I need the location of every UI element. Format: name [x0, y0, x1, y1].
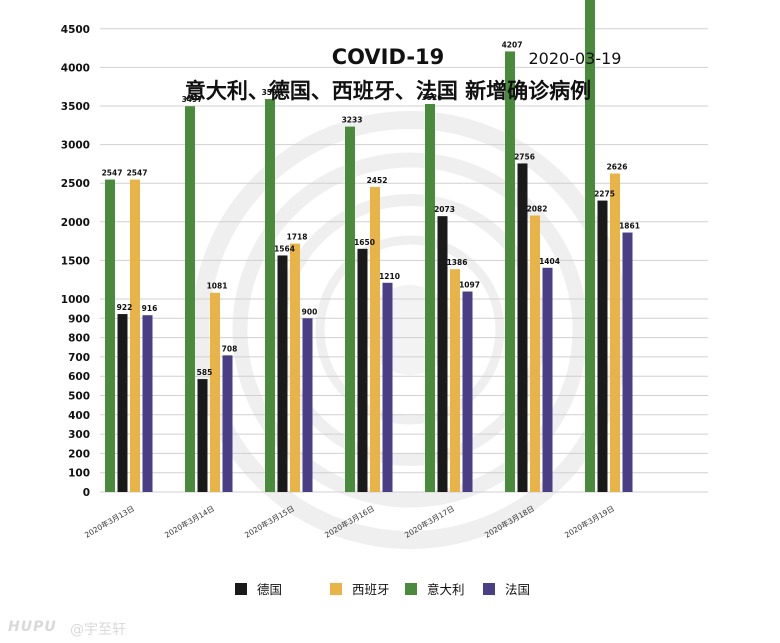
chart-subtitle: 意大利、德国、西班牙、法国 新增确诊病例 [185, 79, 591, 103]
bar-德国-1 [197, 379, 208, 492]
data-label: 1404 [539, 257, 560, 266]
data-label: 3526 [422, 93, 443, 102]
y-tick-label: 1000 [61, 294, 90, 306]
data-label: 916 [142, 304, 158, 313]
data-label: 1861 [619, 222, 640, 231]
x-tick-label: 2020年3月13日 [83, 503, 136, 540]
data-label: 3233 [342, 116, 363, 125]
y-tick-label: 2000 [61, 217, 90, 229]
bar-法国-0 [142, 315, 153, 492]
bar-意大利-3 [345, 126, 355, 492]
data-label: 708 [222, 344, 238, 353]
bar-法国-6 [622, 232, 633, 492]
chart-date: 2020-03-19 [529, 49, 622, 68]
data-label: 1097 [459, 281, 480, 290]
y-tick-label: 3500 [61, 101, 90, 113]
legend-swatch [483, 583, 495, 595]
y-tick-label: 500 [68, 391, 90, 403]
bar-意大利-4 [425, 103, 435, 492]
y-tick-label: 1500 [61, 255, 90, 267]
bar-西班牙-2 [290, 243, 300, 492]
y-tick-label: 0 [83, 487, 90, 499]
bar-西班牙-4 [450, 269, 460, 492]
legend-swatch [405, 583, 417, 595]
y-tick-label: 400 [68, 410, 90, 422]
y-tick-label: 600 [68, 371, 90, 383]
legend-swatch [330, 583, 342, 595]
data-label: 1386 [447, 258, 468, 267]
data-label: 900 [302, 307, 318, 316]
legend-label: 法国 [505, 582, 530, 597]
data-label: 4207 [502, 40, 523, 49]
footer-user: @宇至轩 [70, 622, 126, 638]
y-tick-label: 200 [68, 448, 90, 460]
x-tick-label: 2020年3月14日 [163, 503, 216, 540]
y-tick-label: 4500 [61, 24, 90, 36]
y-tick-label: 3000 [61, 140, 90, 152]
legend-label: 意大利 [427, 582, 465, 597]
bar-意大利-6 [585, 0, 595, 492]
data-label: 2452 [367, 176, 388, 185]
bar-法国-1 [222, 355, 233, 492]
bar-西班牙-0 [130, 179, 140, 492]
legend-swatch [235, 583, 247, 595]
y-tick-label: 800 [68, 333, 90, 345]
watermark-ring [232, 152, 588, 508]
bar-意大利-1 [185, 106, 195, 492]
bar-德国-2 [277, 255, 288, 492]
bar-法国-2 [302, 318, 313, 492]
data-label: 2073 [434, 205, 455, 214]
y-tick-label: 2500 [61, 178, 90, 190]
data-label: 3590 [262, 88, 283, 97]
bar-西班牙-6 [610, 173, 620, 493]
bar-法国-3 [382, 282, 393, 492]
footer-brand: HUPU [8, 619, 57, 635]
data-label: 2547 [127, 169, 148, 178]
data-label: 1210 [379, 272, 400, 281]
bar-西班牙-1 [210, 292, 220, 492]
legend-label: 德国 [257, 582, 282, 597]
x-tick-label: 2020年3月15日 [243, 503, 296, 540]
data-label: 585 [197, 368, 213, 377]
bar-德国-5 [517, 163, 528, 492]
bar-德国-3 [357, 248, 368, 492]
bar-意大利-0 [105, 179, 115, 492]
y-tick-label: 300 [68, 429, 90, 441]
data-label: 922 [117, 303, 133, 312]
bar-法国-4 [462, 291, 473, 492]
chart-title: COVID-19 [332, 45, 445, 69]
bar-德国-0 [117, 314, 128, 492]
data-label: 1081 [207, 282, 228, 291]
watermark-ring [315, 235, 505, 425]
data-label: 2547 [102, 169, 123, 178]
data-label: 2082 [527, 204, 548, 213]
bar-西班牙-3 [370, 186, 380, 493]
bar-西班牙-5 [530, 215, 540, 492]
bar-法国-5 [542, 267, 553, 492]
legend-label: 西班牙 [352, 582, 390, 597]
bar-德国-6 [597, 200, 608, 492]
y-tick-label: 700 [68, 352, 90, 364]
y-tick-label: 100 [68, 468, 90, 480]
data-label: 2626 [607, 162, 628, 171]
y-tick-label: 4000 [61, 62, 90, 74]
x-tick-label: 2020年3月19日 [563, 503, 616, 540]
data-label: 1718 [287, 233, 308, 242]
data-label: 2756 [514, 152, 535, 161]
bar-意大利-5 [505, 51, 515, 492]
data-label: 1564 [274, 244, 295, 253]
data-label: 1650 [354, 238, 375, 247]
data-label: 2275 [594, 190, 615, 199]
y-tick-label: 900 [68, 313, 90, 325]
bar-意大利-2 [265, 99, 275, 492]
data-label: 3497 [182, 95, 203, 104]
bar-德国-4 [437, 216, 448, 492]
